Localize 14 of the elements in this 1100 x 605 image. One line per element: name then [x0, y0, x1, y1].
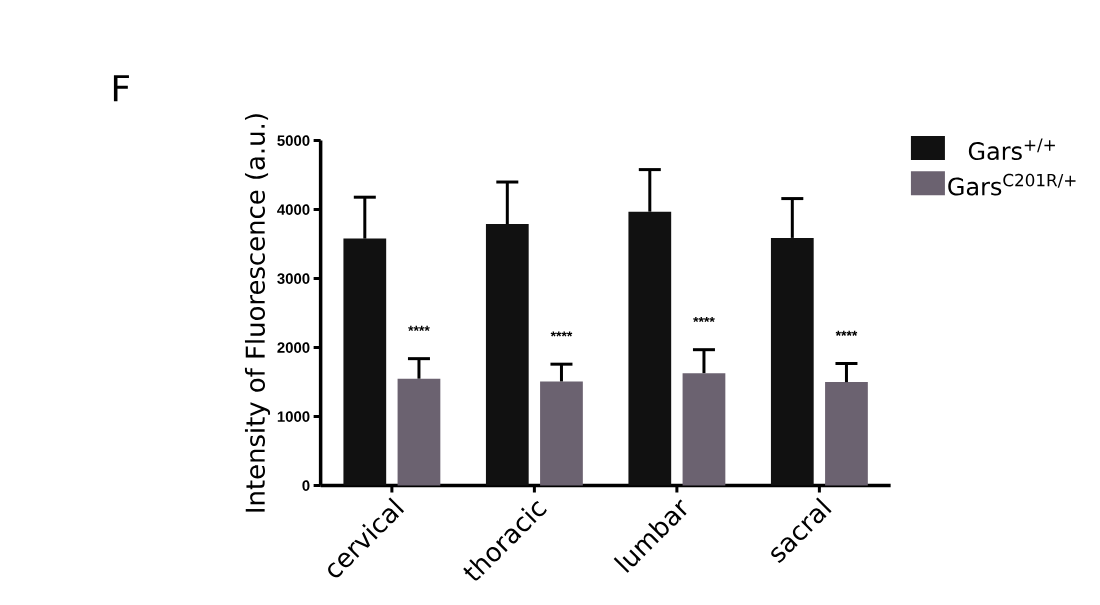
annotation: ****: [550, 331, 573, 337]
y-tick-label: 0: [302, 480, 310, 491]
y-tick-label: 3000: [277, 273, 310, 284]
legend-label: Gars$^{+/+}$: [968, 138, 1055, 161]
legend-label: Gars$^{C201R/+}$: [948, 173, 1076, 196]
y-tick-label: 1000: [277, 411, 310, 422]
annotation: ****: [835, 330, 858, 336]
y-tick-label: 4000: [277, 204, 310, 215]
y-tick-label: 2000: [277, 342, 310, 353]
text: F: [113, 75, 129, 102]
annotation: ****: [693, 316, 715, 323]
y-tick-label: 5000: [277, 135, 310, 146]
y-axis-title: Intensity of Fluorescence (a.u.): [244, 114, 271, 512]
annotation: ****: [408, 325, 430, 332]
